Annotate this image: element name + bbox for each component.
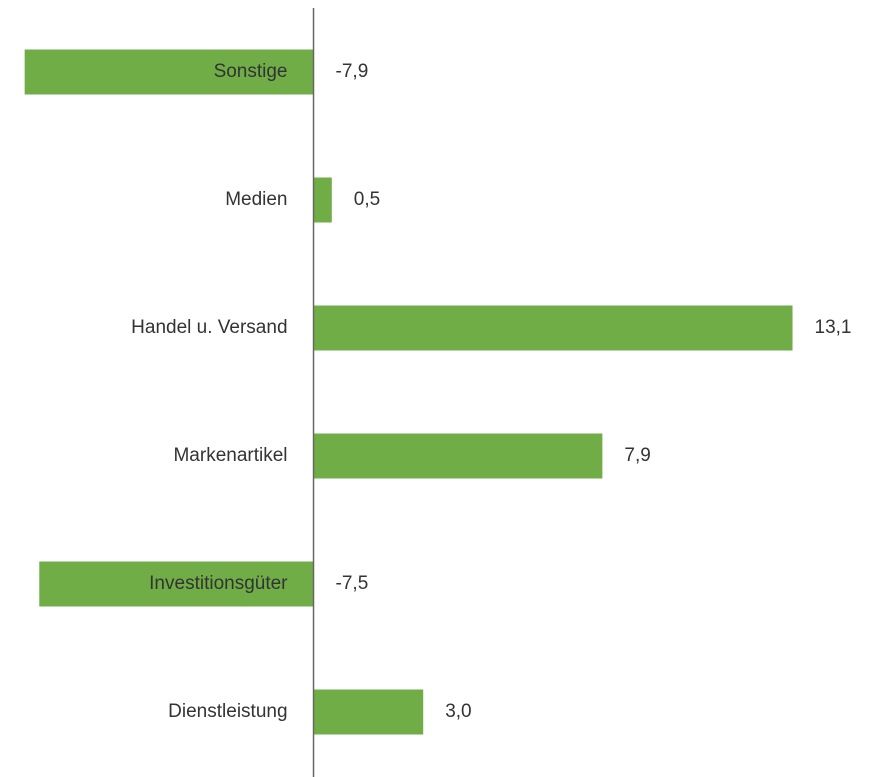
- bar: [313, 177, 332, 223]
- bar: [313, 433, 603, 479]
- category-label: Markenartikel: [173, 445, 287, 466]
- value-label: 0,5: [354, 189, 380, 210]
- category-label: Investitionsgüter: [149, 573, 288, 594]
- bar: [313, 305, 793, 351]
- category-label: Handel u. Versand: [131, 317, 287, 338]
- value-label: 7,9: [624, 445, 650, 466]
- bar: [24, 49, 314, 95]
- category-label: Sonstige: [214, 61, 288, 82]
- value-label: -7,9: [336, 61, 369, 82]
- category-label: Dienstleistung: [168, 701, 287, 722]
- category-label: Medien: [225, 189, 287, 210]
- value-label: -7,5: [336, 573, 369, 594]
- value-label: 3,0: [445, 701, 471, 722]
- bar: [39, 561, 314, 607]
- value-label: 13,1: [815, 317, 852, 338]
- bar: [313, 689, 424, 735]
